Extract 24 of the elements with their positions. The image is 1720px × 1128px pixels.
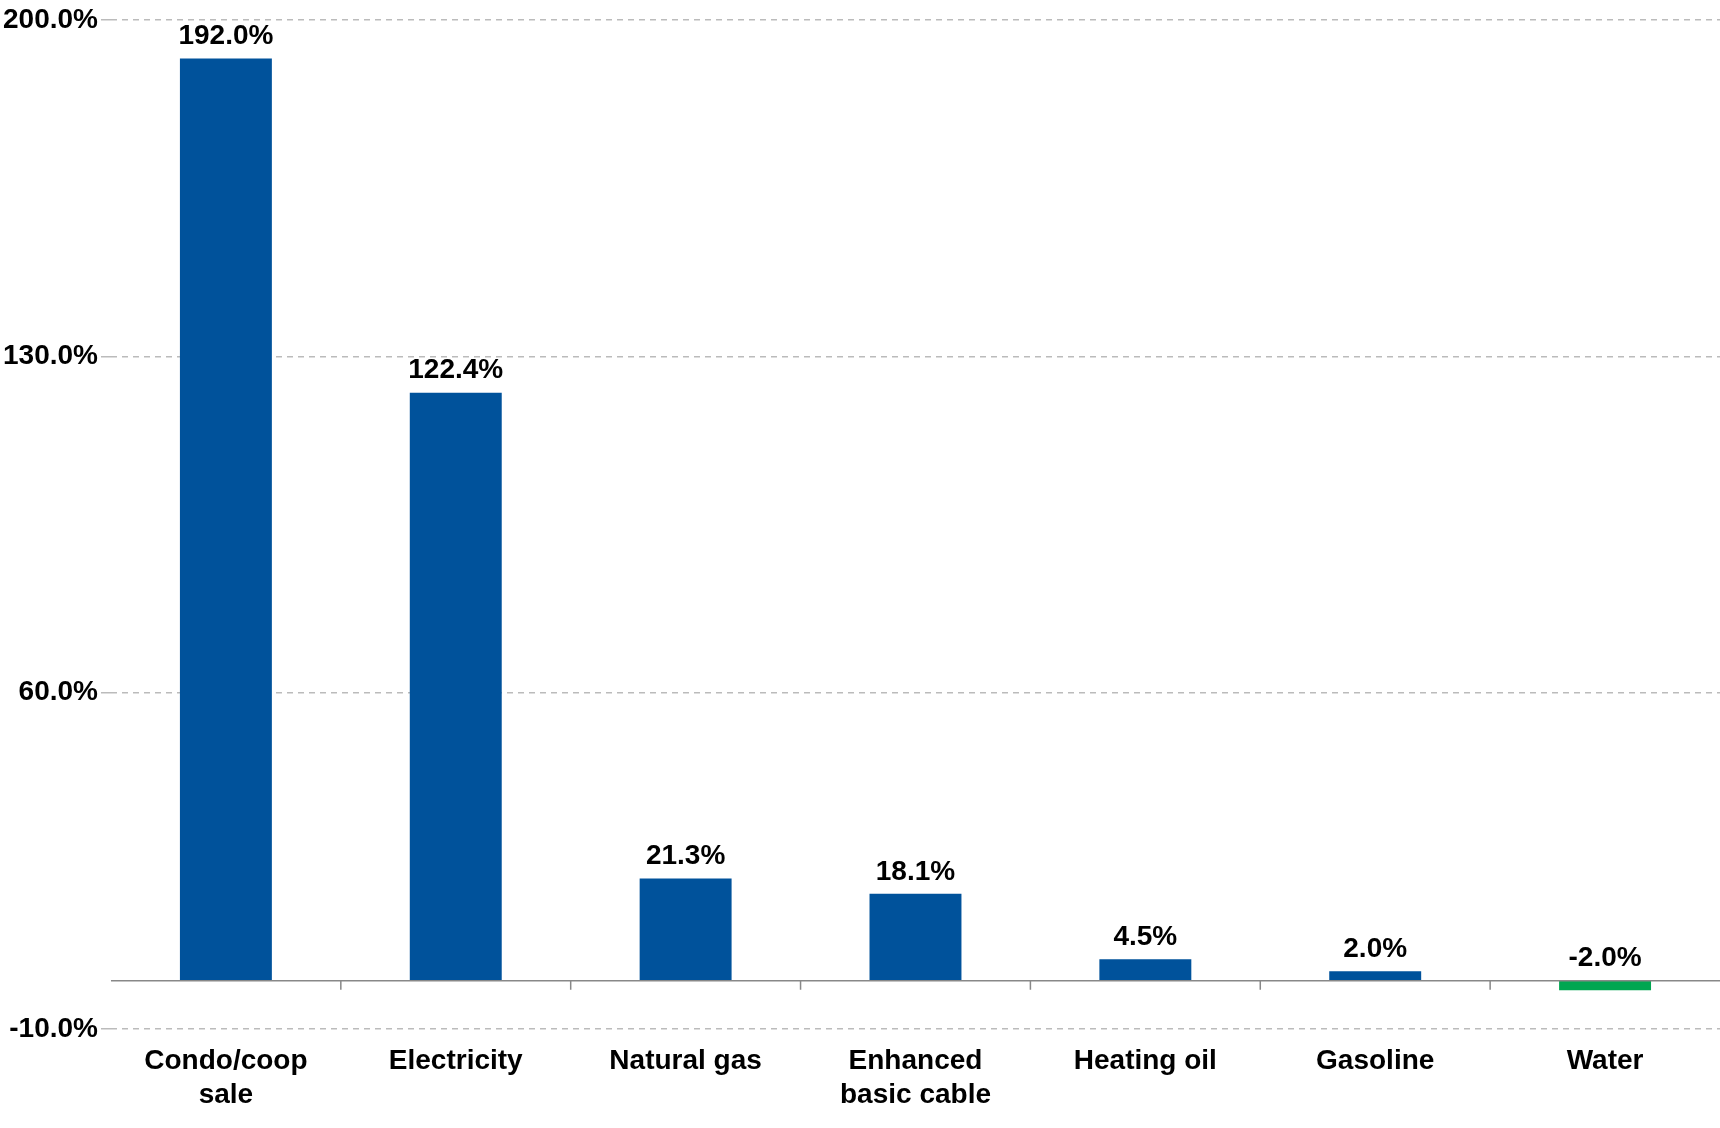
y-tick-label: 60.0%	[18, 675, 99, 707]
data-label: 122.4%	[408, 353, 504, 385]
x-tick-label: Water	[1566, 1044, 1644, 1076]
x-tick-label: Electricity	[388, 1044, 524, 1076]
data-label: 2.0%	[1343, 931, 1408, 963]
x-tick-label: Enhanced basic cable	[839, 1044, 991, 1109]
data-label: -2.0%	[1568, 941, 1642, 973]
bar	[869, 893, 962, 981]
bar	[409, 392, 502, 981]
x-tick-label: Natural gas	[609, 1044, 762, 1076]
x-tick-label: Condo/coop sale	[144, 1044, 308, 1109]
data-label: 192.0%	[178, 19, 274, 51]
bar	[179, 58, 272, 981]
data-label: 4.5%	[1113, 919, 1178, 951]
bar	[1099, 959, 1192, 981]
x-tick-label: Gasoline	[1316, 1044, 1435, 1076]
y-tick-label: 200.0%	[3, 2, 99, 34]
data-label: 18.1%	[875, 854, 956, 886]
y-tick-label: 130.0%	[3, 338, 99, 370]
bar	[639, 878, 732, 981]
bar	[1329, 971, 1422, 981]
data-label: 21.3%	[645, 839, 726, 871]
y-tick-label: -10.0%	[9, 1011, 99, 1043]
x-tick-label: Heating oil	[1073, 1044, 1217, 1076]
